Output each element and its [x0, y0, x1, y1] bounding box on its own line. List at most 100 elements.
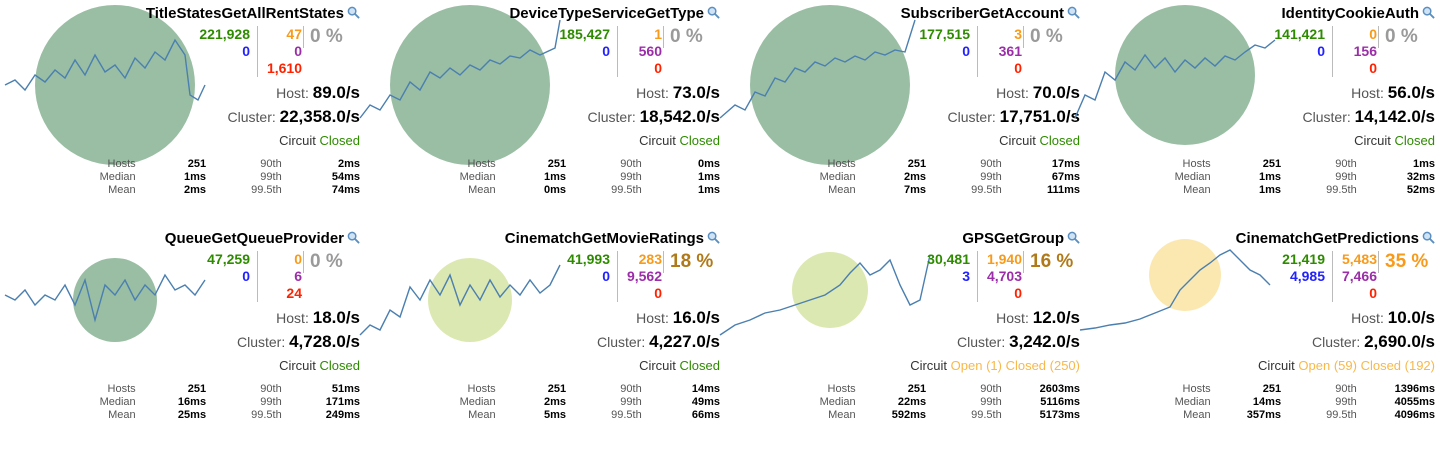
success-count: 221,928: [199, 26, 250, 42]
host-rate: Host: 18.0/s: [276, 308, 360, 328]
host-label: Host:: [636, 85, 669, 101]
p995-value: 74ms: [331, 184, 360, 196]
magnifier-icon[interactable]: [347, 231, 360, 244]
circuit-label: Circuit: [279, 358, 316, 373]
hosts-value: 251: [187, 383, 207, 395]
failure-count: 0: [1369, 285, 1377, 301]
cluster-rate-value: 4,728.0/s: [289, 332, 360, 351]
hystrix-circuit-card[interactable]: IdentityCookieAuth 141,421 0 0 156 0 0 %…: [1074, 0, 1435, 215]
request-rate-line: [1079, 249, 1271, 331]
circuit-label: Circuit: [1257, 358, 1295, 373]
short-circuited-count: 0: [602, 268, 610, 284]
health-circle: [390, 5, 550, 165]
p995-value: 5173ms: [1039, 409, 1080, 421]
mean-value: 5ms: [544, 409, 567, 421]
error-percentage: 16 %: [1023, 251, 1080, 273]
magnifier-icon[interactable]: [1422, 6, 1435, 19]
hystrix-circuit-card[interactable]: TitleStatesGetAllRentStates 221,928 0 47…: [0, 0, 360, 215]
median-value: 16ms: [177, 396, 207, 408]
host-rate: Host: 70.0/s: [996, 83, 1080, 103]
thread-rejected-count: 283: [638, 251, 662, 267]
p995-label: 99.5th: [971, 184, 1002, 196]
host-rate: Host: 10.0/s: [1351, 308, 1435, 328]
mean-value: 2ms: [184, 184, 207, 196]
request-rate-line: [4, 273, 206, 323]
circuit-state: Closed: [319, 358, 360, 373]
timeout-count: 6: [294, 268, 302, 284]
p90-label: 90th: [260, 383, 282, 395]
hystrix-circuit-card[interactable]: CinematchGetMovieRatings 41,993 0 283 9,…: [359, 225, 720, 440]
latency-stats: Hosts 251 90th 0ms Median 1ms 99th 1ms Mean 0ms…: [420, 158, 720, 197]
p99-value: 5116ms: [1040, 396, 1080, 408]
health-circle: [792, 252, 868, 328]
magnifier-icon[interactable]: [347, 6, 360, 19]
p90-value: 17ms: [1051, 158, 1080, 170]
counts-col-1: 185,427 0: [559, 26, 610, 60]
latency-stats: Hosts 251 90th 2ms Median 1ms 99th 54ms Mean 2m…: [60, 158, 360, 197]
host-rate: Host: 73.0/s: [636, 83, 720, 103]
sparkline-chart: [1079, 239, 1271, 331]
magnifier-icon[interactable]: [707, 231, 720, 244]
mean-value: 1ms: [1259, 184, 1282, 196]
median-label: Median: [99, 171, 136, 183]
failure-count: 0: [1014, 285, 1022, 301]
cluster-rate-value: 22,358.0/s: [279, 107, 360, 126]
p99-value: 54ms: [331, 171, 360, 183]
circuit-label: Circuit: [639, 133, 676, 148]
sparkline-chart: [4, 258, 206, 342]
latency-stats: Hosts 251 90th 51ms Median 16ms 99th 171ms Mea…: [60, 383, 360, 422]
circuit-status: Circuit Closed: [639, 358, 720, 373]
short-circuited-count: 0: [1317, 43, 1325, 59]
command-name: CinematchGetPredictions: [1236, 230, 1435, 247]
p995-label: 99.5th: [611, 409, 642, 421]
error-percentage: 35 %: [1378, 251, 1435, 273]
thread-rejected-count: 1,940: [986, 251, 1022, 267]
circuit-label: Circuit: [1354, 133, 1391, 148]
hystrix-circuit-card[interactable]: QueueGetQueueProvider 47,259 0 0 6 24 0 …: [0, 225, 360, 440]
hystrix-circuit-card[interactable]: DeviceTypeServiceGetType 185,427 0 1 560…: [359, 0, 720, 215]
p995-value: 249ms: [325, 409, 360, 421]
host-rate-value: 10.0/s: [1387, 308, 1435, 327]
circuit-label: Circuit: [999, 133, 1036, 148]
p995-value: 4096ms: [1394, 409, 1435, 421]
p99-value: 67ms: [1051, 171, 1080, 183]
thread-rejected-count: 5,483: [1341, 251, 1377, 267]
hystrix-circuit-card[interactable]: CinematchGetPredictions 21,419 4,985 5,4…: [1075, 225, 1435, 440]
p99-value: 32ms: [1406, 171, 1435, 183]
circuit-state: Open (1) Closed (250): [950, 358, 1080, 373]
hystrix-circuit-card[interactable]: SubscriberGetAccount 177,515 0 3 361 0 0…: [719, 0, 1080, 215]
counts-col-1: 141,421 0: [1274, 26, 1325, 60]
hosts-label: Hosts: [467, 158, 496, 170]
timeout-count: 7,466: [1341, 268, 1377, 284]
host-rate-value: 16.0/s: [672, 308, 720, 327]
p995-value: 66ms: [691, 409, 720, 421]
latency-stats: Hosts 251 90th 1396ms Median 14ms 99th 4055ms …: [1135, 383, 1435, 422]
p90-label: 90th: [620, 158, 642, 170]
mean-value: 7ms: [904, 184, 927, 196]
hystrix-circuit-card[interactable]: GPSGetGroup 30,481 3 1,940 4,703 0 16 % …: [719, 225, 1080, 440]
counts-col-2: 0 6 24: [257, 251, 302, 302]
magnifier-icon[interactable]: [1067, 6, 1080, 19]
circuit-status: Circuit Closed: [639, 133, 720, 148]
mean-label: Mean: [468, 409, 496, 421]
circuit-state: Closed: [1039, 133, 1080, 148]
cluster-label: Cluster:: [947, 109, 996, 125]
magnifier-icon[interactable]: [1067, 231, 1080, 244]
hosts-label: Hosts: [1182, 383, 1211, 395]
mean-value: 357ms: [1246, 409, 1282, 421]
cluster-rate: Cluster: 3,242.0/s: [957, 332, 1080, 352]
median-value: 1ms: [544, 171, 567, 183]
p99-value: 4055ms: [1394, 396, 1435, 408]
circuit-status: Circuit Open (59) Closed (192): [1258, 358, 1435, 373]
mean-value: 25ms: [177, 409, 207, 421]
magnifier-icon[interactable]: [1422, 231, 1435, 244]
hosts-label: Hosts: [107, 158, 136, 170]
sparkline-chart: [1074, 5, 1276, 145]
magnifier-icon[interactable]: [707, 6, 720, 19]
counts-col-1: 47,259 0: [207, 251, 250, 285]
request-rate-line: [359, 264, 561, 336]
median-value: 22ms: [897, 396, 927, 408]
cluster-label: Cluster:: [596, 334, 646, 350]
timeout-count: 156: [1353, 43, 1377, 59]
sparkline-chart: [359, 258, 561, 342]
